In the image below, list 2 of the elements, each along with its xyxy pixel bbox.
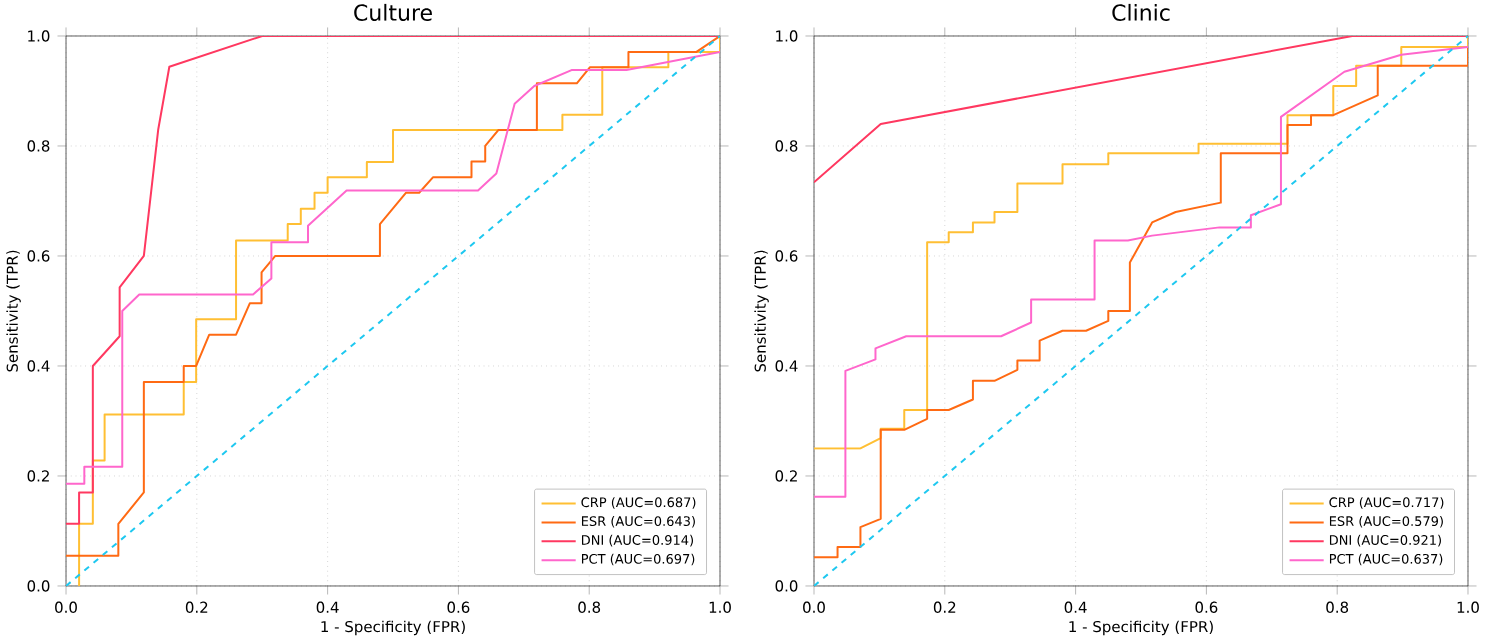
- chart-title: Clinic: [1112, 3, 1170, 21]
- chart-title: Culture: [354, 3, 432, 21]
